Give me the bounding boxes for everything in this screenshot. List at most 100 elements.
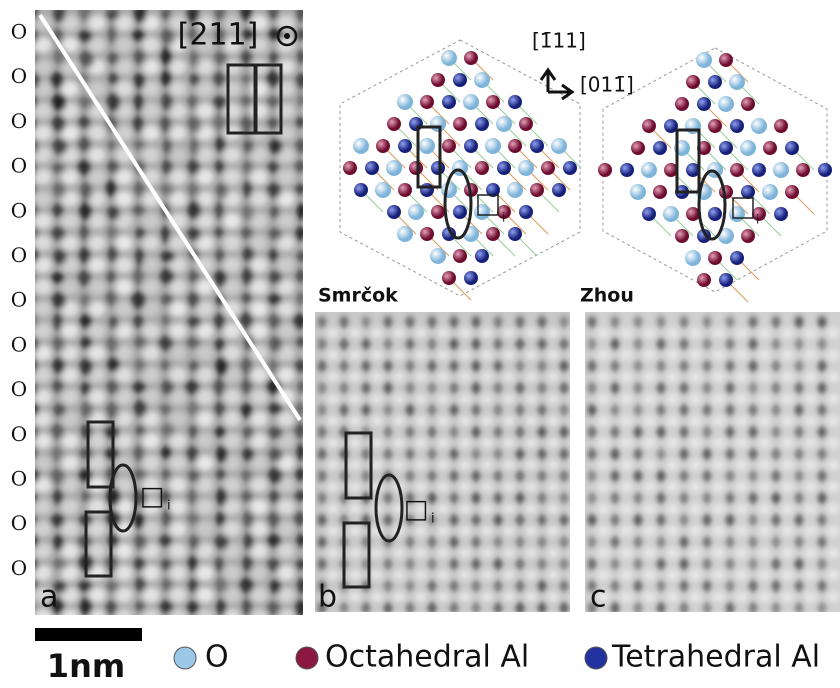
dark-spot [772, 580, 780, 592]
bright-spot [667, 570, 679, 580]
dark-spot [270, 205, 281, 219]
bright-spot [525, 482, 537, 492]
bright-spot [142, 521, 160, 537]
bright-spot [169, 499, 187, 515]
bright-spot [690, 526, 702, 536]
atom [420, 183, 434, 197]
atom [785, 185, 799, 199]
dark-spot [611, 602, 619, 614]
dark-spot [186, 227, 201, 241]
dark-spot [818, 536, 826, 548]
bright-spot [547, 372, 559, 382]
bright-spot [415, 614, 427, 624]
dark-spot [294, 159, 309, 173]
bright-spot [250, 191, 268, 207]
dark-spot [266, 117, 279, 130]
bright-spot [805, 592, 817, 602]
bright-spot [437, 438, 449, 448]
atom [508, 139, 522, 153]
bright-spot [277, 213, 295, 229]
dark-spot [406, 558, 414, 570]
bright-spot [327, 394, 339, 404]
bright-spot [782, 394, 794, 404]
bright-spot [115, 301, 133, 317]
bright-spot [569, 526, 581, 536]
bright-spot [736, 328, 748, 338]
panel-label: a [40, 580, 58, 615]
dark-spot [187, 469, 201, 483]
bright-spot [459, 350, 471, 360]
atom [398, 183, 412, 197]
dark-spot [79, 358, 93, 376]
dark-spot [243, 139, 255, 155]
dark-spot [611, 360, 619, 372]
dark-spot [560, 338, 568, 350]
bright-spot [437, 394, 449, 404]
dark-spot [795, 470, 803, 482]
bright-spot [437, 504, 449, 514]
dark-spot [130, 291, 146, 310]
dark-spot [78, 468, 92, 482]
vacancy-symbol: □ [404, 495, 429, 525]
dark-spot [50, 514, 65, 528]
bright-spot [88, 125, 106, 141]
bright-spot [713, 570, 725, 580]
dark-spot [50, 445, 64, 463]
dark-spot [186, 512, 200, 526]
dark-spot [214, 401, 226, 418]
bright-spot [547, 482, 559, 492]
dark-spot [657, 580, 665, 592]
atom [519, 117, 533, 131]
bright-spot [481, 460, 493, 470]
dark-spot [161, 468, 171, 482]
dark-spot [240, 226, 254, 240]
bright-spot [759, 416, 771, 426]
bright-spot [371, 548, 383, 558]
dark-spot [680, 470, 688, 482]
bright-spot [196, 499, 214, 515]
dark-spot [135, 227, 146, 240]
bright-spot [782, 328, 794, 338]
dark-spot [161, 69, 172, 87]
bright-spot [690, 350, 702, 360]
dark-spot [240, 73, 252, 85]
bright-spot [371, 438, 383, 448]
dark-spot [214, 159, 225, 174]
dark-spot [133, 4, 146, 23]
vacancy-sub: i [167, 499, 171, 514]
dark-spot [472, 426, 480, 438]
atom [398, 139, 412, 153]
dark-spot [134, 533, 148, 550]
dark-spot [216, 468, 227, 480]
dark-spot [189, 73, 200, 87]
legend: OOctahedral AlTetrahedral Al [174, 640, 820, 675]
bright-spot [598, 614, 610, 624]
dark-spot [362, 602, 370, 614]
dark-spot [384, 514, 392, 526]
bright-spot [525, 372, 537, 382]
bright-spot [598, 526, 610, 536]
dark-spot [133, 72, 146, 89]
bright-spot [196, 609, 214, 625]
dark-spot [25, 270, 37, 285]
atom [729, 74, 745, 90]
dark-spot [494, 602, 502, 614]
atom [730, 119, 744, 133]
dark-spot [50, 423, 65, 441]
bright-spot [736, 614, 748, 624]
dark-spot [749, 580, 757, 592]
bright-spot [61, 499, 79, 515]
dark-spot [268, 6, 280, 21]
dark-spot [268, 248, 278, 262]
bright-spot [115, 235, 133, 251]
dark-spot [214, 576, 228, 594]
row-label: O [11, 64, 27, 88]
dark-spot [772, 360, 780, 372]
bright-spot [481, 416, 493, 426]
atom [697, 97, 711, 111]
bright-spot [690, 548, 702, 558]
dark-spot [818, 404, 826, 416]
dark-spot [340, 602, 348, 614]
bright-spot [459, 460, 471, 470]
dark-spot [78, 246, 91, 264]
